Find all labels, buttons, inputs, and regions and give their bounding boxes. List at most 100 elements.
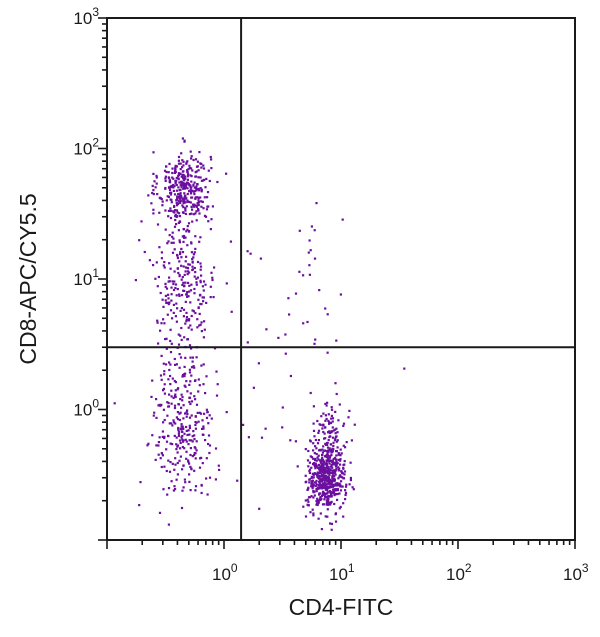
- data-point: [166, 301, 169, 304]
- data-point: [188, 368, 191, 371]
- data-point: [153, 411, 156, 414]
- data-point: [174, 422, 177, 425]
- data-point: [207, 220, 210, 223]
- data-point: [327, 499, 330, 503]
- data-point: [316, 503, 319, 507]
- data-point: [194, 197, 197, 200]
- data-point: [332, 429, 335, 432]
- data-point: [335, 454, 338, 457]
- data-point: [170, 422, 173, 425]
- data-point: [323, 469, 326, 472]
- data-point: [197, 390, 200, 393]
- data-point: [322, 474, 325, 477]
- data-point: [314, 463, 317, 466]
- data-point: [156, 285, 159, 288]
- data-point: [189, 150, 192, 153]
- data-point: [189, 453, 192, 457]
- data-point: [191, 196, 194, 199]
- data-point: [176, 451, 179, 454]
- data-point: [168, 188, 172, 191]
- data-point: [212, 296, 215, 299]
- data-point: [205, 375, 208, 378]
- data-point: [307, 504, 310, 507]
- data-point: [208, 444, 212, 447]
- data-point: [172, 241, 175, 244]
- data-point: [308, 478, 311, 481]
- data-point: [162, 264, 165, 267]
- data-point: [176, 204, 179, 207]
- data-point: [178, 459, 181, 462]
- x-tick-label-base: 10: [563, 565, 582, 584]
- data-point: [182, 308, 186, 311]
- data-point: [181, 235, 184, 238]
- data-point: [319, 496, 322, 499]
- axis-ticks: [98, 17, 576, 549]
- data-point: [183, 273, 186, 276]
- data-point: [190, 283, 193, 286]
- data-point: [330, 482, 333, 485]
- data-point: [182, 183, 185, 186]
- data-point: [178, 294, 181, 297]
- data-point: [196, 196, 199, 199]
- data-point: [315, 503, 318, 506]
- x-tick-label-exponent: 0: [231, 561, 238, 575]
- data-point: [236, 479, 239, 482]
- data-point: [216, 180, 219, 184]
- data-point: [163, 392, 166, 395]
- data-point: [174, 170, 177, 174]
- data-point: [180, 436, 183, 439]
- data-point: [199, 293, 202, 296]
- data-point: [177, 426, 180, 430]
- data-point: [337, 466, 340, 469]
- data-point: [190, 400, 194, 403]
- data-point: [344, 485, 348, 488]
- data-point: [337, 452, 340, 455]
- data-point: [186, 169, 189, 172]
- data-point: [194, 171, 197, 174]
- data-point: [207, 169, 210, 172]
- data-point: [198, 151, 201, 154]
- data-point: [209, 228, 212, 231]
- data-point: [188, 396, 192, 399]
- data-point: [188, 426, 191, 429]
- data-point: [190, 241, 193, 244]
- data-point: [284, 333, 287, 336]
- data-point: [164, 285, 167, 288]
- data-point: [335, 493, 338, 496]
- data-point: [150, 202, 153, 205]
- data-point: [182, 315, 185, 318]
- data-point: [190, 251, 193, 254]
- data-point: [326, 488, 329, 491]
- data-point: [332, 444, 335, 447]
- data-point: [169, 328, 172, 331]
- data-point: [175, 294, 178, 297]
- data-point: [184, 266, 188, 269]
- data-point: [193, 203, 196, 206]
- data-point: [294, 292, 298, 295]
- data-point: [316, 456, 319, 459]
- data-point: [337, 482, 341, 485]
- x-tick-label-exponent: 1: [348, 561, 355, 575]
- data-point: [193, 181, 196, 184]
- data-point: [180, 393, 183, 396]
- data-point: [321, 490, 325, 493]
- data-point: [193, 266, 196, 270]
- data-point: [186, 318, 189, 321]
- data-point: [328, 495, 331, 498]
- data-point: [174, 213, 177, 217]
- data-point: [325, 443, 328, 446]
- data-point: [165, 469, 168, 473]
- data-point: [186, 409, 189, 412]
- data-point: [188, 290, 191, 293]
- data-point: [185, 450, 188, 453]
- data-point: [203, 328, 206, 331]
- data-point: [188, 213, 191, 216]
- data-point: [161, 435, 164, 438]
- data-point: [161, 430, 164, 433]
- data-point: [343, 463, 346, 466]
- data-point: [325, 495, 328, 498]
- data-point: [188, 371, 192, 374]
- data-point: [183, 375, 186, 378]
- data-point: [186, 171, 189, 174]
- data-point: [194, 489, 197, 492]
